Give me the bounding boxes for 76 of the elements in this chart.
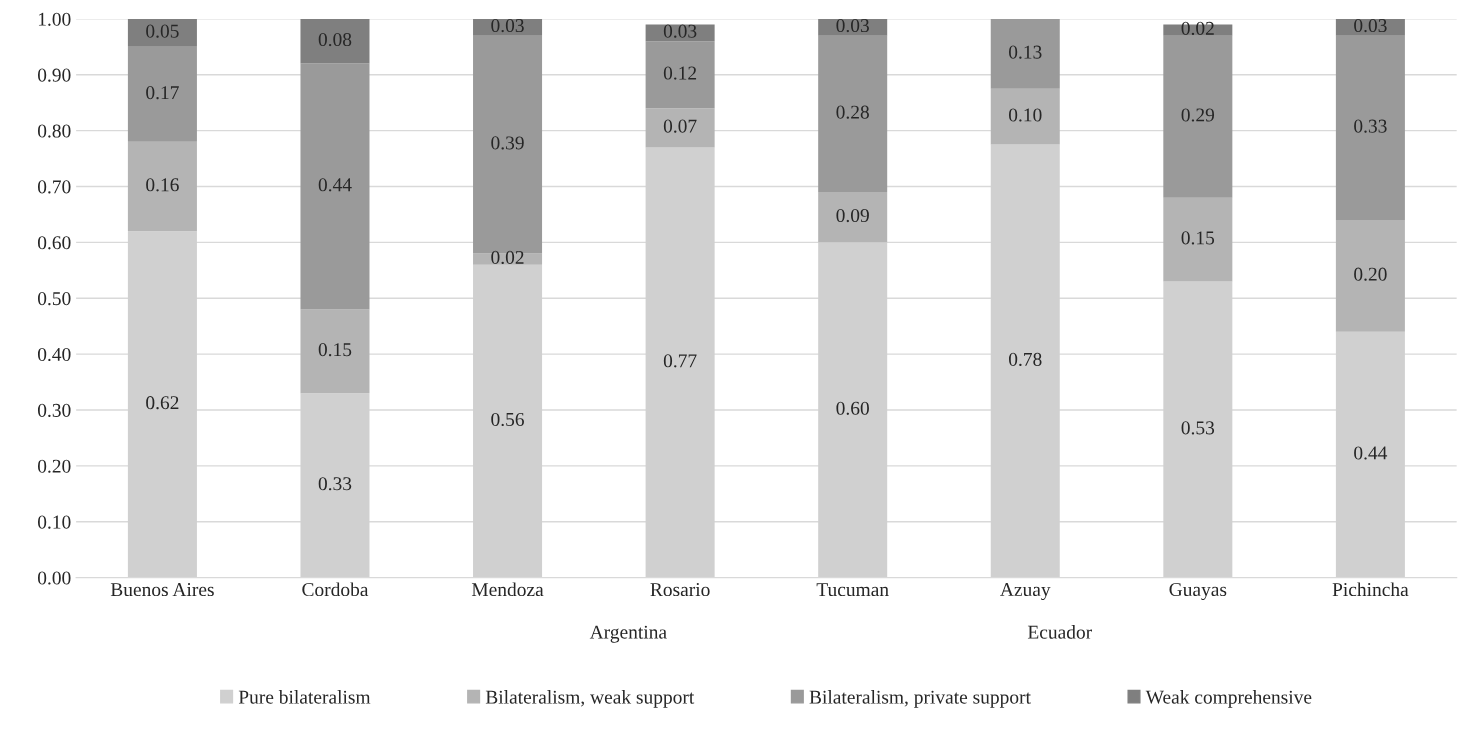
x-tick-label: Mendoza — [471, 582, 544, 597]
bar — [818, 192, 888, 243]
y-tick-label: 0.20 — [37, 459, 71, 473]
y-tick-label: 0.50 — [37, 292, 71, 306]
bar — [300, 309, 370, 394]
bar — [818, 35, 888, 193]
data-label: 0.33 — [318, 477, 352, 491]
y-tick-label: 0.60 — [37, 236, 71, 250]
data-label: 0.53 — [1181, 421, 1215, 435]
data-label: 0.03 — [491, 19, 524, 33]
y-tick-label: 0.40 — [37, 347, 71, 362]
data-label: 0.07 — [663, 119, 697, 133]
data-label: 0.09 — [836, 208, 869, 223]
data-label: 0.29 — [1181, 108, 1215, 122]
data-label: 0.62 — [146, 396, 179, 410]
data-label: 0.10 — [1008, 108, 1042, 122]
y-tick-label: 0.30 — [37, 403, 71, 417]
legend-label: Bilateralism, weak support — [485, 690, 695, 708]
text: Ecuador — [1027, 625, 1092, 639]
data-label: 0.56 — [491, 412, 524, 427]
data-label: 0.03 — [836, 19, 869, 33]
data-label: 0.33 — [1354, 119, 1387, 133]
data-label: 0.13 — [1008, 45, 1042, 59]
bar — [473, 18, 543, 36]
data-label: 0.03 — [663, 24, 697, 38]
text: Argentina — [589, 625, 667, 643]
data-label: 0.16 — [146, 178, 179, 192]
bar — [127, 18, 197, 47]
legend-label: Pure bilateralism — [238, 690, 371, 704]
data-label: 0.12 — [663, 66, 697, 80]
data-label: 0.77 — [663, 354, 697, 368]
bar — [1163, 35, 1233, 198]
bar — [1335, 18, 1405, 36]
bar — [645, 108, 715, 148]
legend-label: Weak comprehensive — [1145, 690, 1312, 708]
bar — [645, 24, 715, 42]
data-label: 0.15 — [318, 343, 352, 357]
y-tick-label: 0.70 — [37, 180, 71, 194]
data-label: 0.05 — [146, 24, 179, 38]
y-tick-label: 1.00 — [38, 12, 71, 26]
y-tick-label: 0.00 — [37, 571, 71, 585]
data-label: 0.20 — [1354, 267, 1387, 281]
x-tick-label: Pichincha — [1332, 582, 1409, 597]
bar — [818, 18, 888, 36]
legend-label: Bilateralism, private support — [809, 690, 1031, 708]
data-label: 0.15 — [1181, 231, 1215, 245]
data-label: 0.78 — [1008, 352, 1042, 367]
data-label: 0.02 — [1181, 21, 1214, 35]
bar — [127, 46, 197, 142]
x-tick-label: Guayas — [1169, 583, 1227, 601]
x-tick-label: Azuay — [1000, 583, 1051, 601]
data-label: 0.44 — [1354, 446, 1388, 460]
bar — [645, 41, 715, 109]
bar — [127, 141, 197, 232]
y-tick-label: 0.80 — [37, 124, 71, 138]
data-label: 0.08 — [318, 32, 352, 47]
data-label: 0.03 — [1354, 19, 1387, 33]
bar — [1335, 35, 1405, 221]
y-tick-label: 0.90 — [37, 68, 71, 82]
data-label: 0.28 — [836, 105, 869, 119]
bar — [1163, 197, 1233, 282]
data-label: 0.02 — [491, 250, 524, 265]
data-label: 0.60 — [836, 401, 869, 415]
data-label: 0.44 — [318, 178, 352, 192]
bar — [990, 18, 1060, 89]
y-tick-label: 0.10 — [37, 515, 71, 529]
bar — [990, 88, 1060, 145]
data-label: 0.39 — [491, 136, 524, 150]
x-tick-label: Tucuman — [816, 583, 889, 597]
x-tick-label: Rosario — [650, 583, 710, 597]
bar — [1335, 220, 1405, 332]
bar — [300, 63, 370, 310]
data-label: 0.17 — [146, 86, 179, 100]
x-tick-label: Buenos Aires — [110, 583, 214, 597]
bar — [300, 18, 370, 64]
x-tick-label: Cordoba — [302, 582, 369, 597]
